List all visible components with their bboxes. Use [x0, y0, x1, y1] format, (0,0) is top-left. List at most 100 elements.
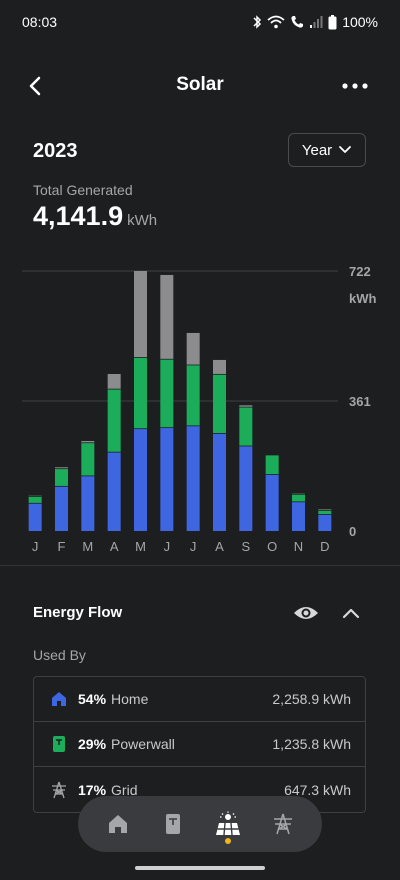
bar-segment	[55, 468, 68, 487]
solar-panel-icon	[215, 811, 240, 836]
flow-name: Powerwall	[111, 736, 175, 752]
bar-segment	[186, 332, 200, 365]
bar-segment	[318, 509, 332, 511]
bar-segment	[213, 374, 226, 434]
x-tick-label: N	[294, 539, 303, 554]
bar-segment	[81, 475, 95, 531]
bar-segment	[239, 407, 253, 447]
y-tick-label: 361	[349, 394, 371, 409]
bar-segment	[292, 501, 305, 531]
used-by-label: Used By	[33, 647, 86, 663]
app-header: Solar	[0, 62, 400, 110]
bar-segment	[134, 428, 147, 531]
x-tick-label: M	[135, 539, 146, 554]
battery-level: 100%	[342, 14, 378, 30]
bar-segment	[160, 359, 174, 428]
nav-grid[interactable]	[263, 804, 303, 844]
flow-value: 1,235.8 kWh	[272, 736, 351, 752]
period-select-value: Year	[301, 141, 333, 159]
bar-segment	[81, 440, 95, 443]
eye-icon	[294, 607, 318, 619]
x-tick-label: J	[164, 539, 171, 554]
y-tick-label: 722	[349, 264, 371, 279]
energy-flow-table: 54% Home 2,258.9 kWh 29% Powerwall 1,235…	[33, 676, 366, 813]
home-icon	[48, 688, 70, 710]
bar-segment	[239, 446, 253, 531]
bar-segment	[265, 474, 279, 531]
bar-segment	[213, 433, 226, 531]
wifi-icon	[267, 15, 285, 29]
chevron-down-icon	[339, 146, 352, 153]
flow-row-powerwall[interactable]: 29% Powerwall 1,235.8 kWh	[34, 722, 365, 767]
bar-segment	[28, 496, 42, 504]
monthly-generation-chart: 0 361 722 kWh J F M A M J J A S O N D	[22, 264, 377, 554]
bar-segment	[292, 494, 305, 502]
energy-flow-title: Energy Flow	[33, 604, 123, 621]
flow-percent: 54%	[78, 691, 107, 707]
bar-segment	[239, 405, 253, 408]
bar-segment	[318, 510, 332, 515]
x-tick-label: A	[215, 539, 224, 554]
flow-percent: 17%	[78, 781, 107, 798]
flow-name: Home	[111, 691, 149, 707]
more-dots-icon	[342, 83, 368, 89]
nav-home[interactable]	[98, 804, 138, 844]
chevron-up-icon	[342, 608, 360, 619]
nav-solar[interactable]	[208, 804, 248, 844]
nav-powerwall[interactable]	[153, 804, 193, 844]
bar-segment	[55, 467, 68, 469]
chevron-left-icon	[29, 76, 41, 96]
flow-row-home[interactable]: 54% Home 2,258.9 kWh	[34, 677, 365, 722]
bar-segment	[28, 503, 42, 531]
total-generated-unit: kWh	[127, 212, 158, 229]
x-tick-label: J	[190, 539, 197, 554]
total-generated-value: 4,141.9 kWh	[33, 201, 157, 232]
y-axis-unit: kWh	[349, 291, 377, 306]
total-generated-label: Total Generated	[33, 182, 133, 198]
status-time: 08:03	[22, 14, 58, 30]
collapse-section-button[interactable]	[340, 602, 362, 624]
active-indicator	[224, 838, 231, 844]
grid-tower-icon	[273, 813, 292, 835]
bar-segment	[107, 452, 121, 531]
year-label: 2023	[33, 140, 78, 162]
grid-tower-icon	[48, 779, 70, 801]
visibility-toggle-button[interactable]	[292, 602, 320, 624]
status-bar: 08:03 100%	[0, 0, 400, 44]
page-title: Solar	[176, 74, 224, 95]
x-tick-label: F	[58, 539, 66, 554]
bar-segment	[160, 274, 174, 360]
wifi-calling-icon	[291, 16, 304, 28]
x-tick-label: S	[241, 539, 250, 554]
total-generated-number: 4,141.9	[33, 201, 124, 231]
bar-segment	[160, 427, 174, 531]
flow-name: Grid	[111, 781, 138, 798]
bottom-navigation	[78, 796, 322, 852]
bar-segment	[186, 364, 200, 426]
bar-segment	[134, 357, 147, 429]
status-icons: 100%	[252, 14, 378, 30]
bar-segment	[213, 359, 226, 375]
home-icon	[108, 815, 127, 833]
x-tick-label: A	[110, 539, 119, 554]
flow-row-grid[interactable]: 17% Grid 647.3 kWh	[34, 767, 365, 812]
more-options-button[interactable]	[340, 74, 370, 98]
bar-segment	[186, 425, 200, 531]
section-divider	[0, 565, 400, 566]
bar-segment	[134, 271, 147, 358]
bar-segment	[81, 442, 95, 476]
flow-value: 647.3 kWh	[284, 781, 351, 798]
bar-segment	[318, 514, 332, 531]
period-select[interactable]: Year	[288, 133, 366, 167]
x-tick-label: D	[320, 539, 329, 554]
bar-segment	[107, 389, 121, 453]
flow-value: 2,258.9 kWh	[272, 691, 351, 707]
x-tick-label: J	[32, 539, 39, 554]
x-tick-label: M	[82, 539, 93, 554]
bar-segment	[107, 373, 121, 390]
back-button[interactable]	[22, 74, 50, 98]
y-tick-label: 0	[349, 524, 356, 539]
bar-segment	[265, 455, 279, 475]
signal-icon	[310, 16, 323, 28]
flow-percent: 29%	[78, 736, 107, 752]
